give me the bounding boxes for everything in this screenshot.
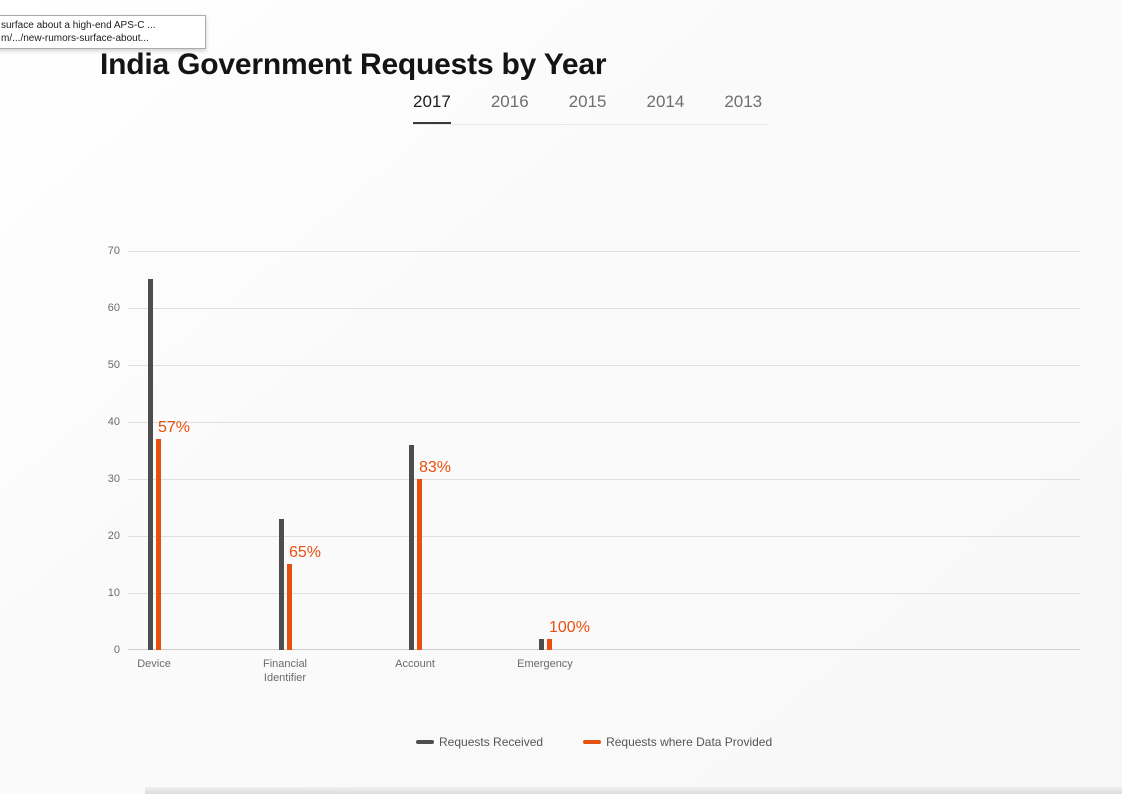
tab-2014[interactable]: 2014 bbox=[646, 92, 685, 111]
bar-chart: 70 60 50 40 30 20 10 0 57% Device 65% Financial Ide… bbox=[108, 245, 1080, 684]
legend-label: Requests where Data Provided bbox=[606, 735, 773, 749]
y-axis-tick-40: 40 bbox=[107, 416, 120, 428]
tab-2013[interactable]: 2013 bbox=[724, 92, 763, 111]
tab-2017[interactable]: 2017 bbox=[413, 92, 451, 124]
y-axis-tick-70: 70 bbox=[107, 245, 120, 257]
bar-financial-identifier-received bbox=[279, 519, 284, 650]
percent-label-account: 83% bbox=[419, 459, 452, 476]
link-preview-line2: m/.../new-rumors-surface-about... bbox=[1, 33, 149, 44]
bar-account-provided bbox=[417, 479, 422, 650]
bar-device-received bbox=[148, 279, 153, 650]
gridline-0 bbox=[128, 649, 1080, 650]
tab-2015[interactable]: 2015 bbox=[568, 92, 607, 111]
bar-emergency-provided bbox=[547, 639, 552, 650]
percent-label-device: 57% bbox=[158, 419, 191, 436]
y-axis-tick-0: 0 bbox=[113, 644, 120, 656]
legend-label: Requests Received bbox=[439, 735, 544, 749]
bar-emergency-received bbox=[539, 639, 544, 650]
year-tabs: 2017 2016 2015 2014 2013 bbox=[413, 92, 769, 125]
background-window-edge bbox=[145, 787, 1122, 794]
legend-item-provided: Requests where Data Provided bbox=[583, 735, 772, 749]
gridline-20 bbox=[128, 536, 1080, 537]
x-axis-label-emergency: Emergency bbox=[517, 658, 573, 670]
y-axis-tick-10: 10 bbox=[107, 587, 120, 599]
x-axis-label-financial-identifier: Financial Identifier bbox=[262, 658, 308, 684]
page-title: India Government Requests by Year bbox=[100, 48, 607, 82]
gridline-70 bbox=[128, 251, 1080, 252]
gridline-40 bbox=[128, 422, 1080, 423]
bar-device-provided bbox=[156, 439, 161, 650]
tab-2016[interactable]: 2016 bbox=[490, 92, 529, 111]
x-axis-label-device: Device bbox=[137, 658, 171, 670]
y-axis-tick-50: 50 bbox=[107, 359, 120, 371]
bar-financial-identifier-provided bbox=[287, 564, 292, 650]
link-preview-line1: surface about a high-end APS-C ... bbox=[1, 20, 156, 31]
y-axis-tick-20: 20 bbox=[107, 530, 120, 542]
percent-label-financial-identifier: 65% bbox=[289, 544, 322, 561]
legend-swatch-icon bbox=[416, 740, 434, 744]
gridline-30 bbox=[128, 479, 1080, 480]
x-axis-label-account: Account bbox=[395, 658, 435, 670]
chart-legend: Requests Received Requests where Data Pro… bbox=[416, 735, 772, 749]
gridline-10 bbox=[128, 593, 1080, 594]
legend-swatch-icon bbox=[583, 740, 602, 744]
percent-label-emergency: 100% bbox=[549, 619, 590, 636]
link-preview-tooltip: surface about a high-end APS-C ... m/...… bbox=[0, 15, 206, 49]
y-axis-tick-30: 30 bbox=[107, 473, 120, 485]
y-axis-tick-60: 60 bbox=[107, 302, 120, 314]
gridline-50 bbox=[128, 365, 1080, 366]
gridline-60 bbox=[128, 308, 1080, 309]
legend-item-received: Requests Received bbox=[416, 735, 543, 749]
bar-account-received bbox=[409, 445, 414, 650]
